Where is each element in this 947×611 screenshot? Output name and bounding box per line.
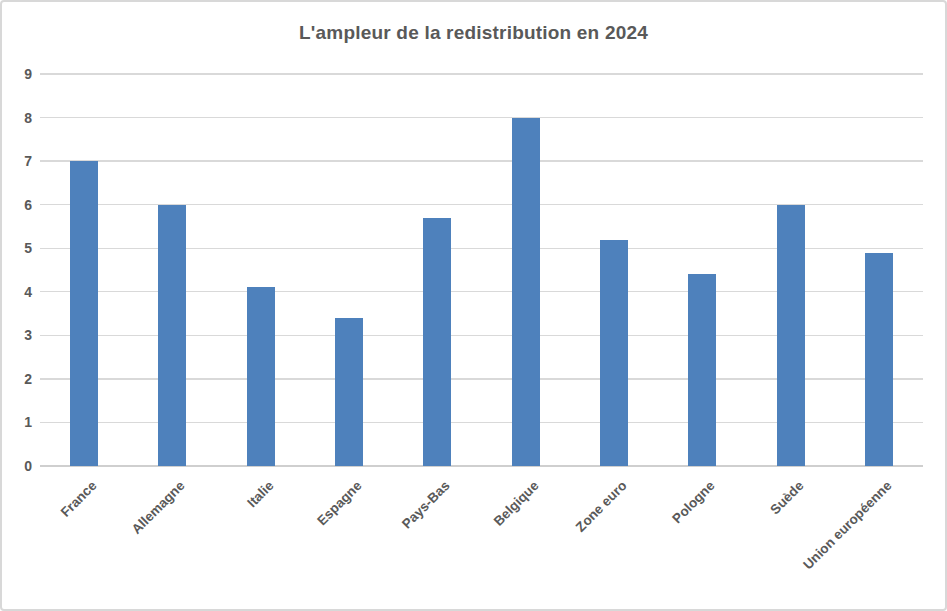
bar-zone-euro [600, 240, 628, 466]
x-axis-label: Belgique [490, 478, 541, 529]
y-axis-tick-label: 2 [6, 372, 32, 386]
bar-pologne [688, 274, 716, 466]
y-axis-tick-label: 1 [6, 415, 32, 429]
bar-su-de [777, 205, 805, 466]
y-axis-tick-label: 6 [6, 198, 32, 212]
y-axis-tick-label: 0 [6, 459, 32, 473]
x-axis-label: Espagne [314, 478, 364, 528]
gridline [40, 117, 923, 118]
y-axis-tick-label: 4 [6, 285, 32, 299]
x-axis-label: Suède [767, 478, 806, 517]
bar-allemagne [158, 205, 186, 466]
x-axis-label: Pologne [670, 478, 718, 526]
bar-pays-bas [423, 218, 451, 466]
y-axis-tick-label: 5 [6, 241, 32, 255]
bar-belgique [512, 118, 540, 466]
chart-container: L'ampleur de la redistribution en 2024 0… [0, 0, 947, 611]
x-axis-label: Allemagne [129, 478, 188, 537]
gridline [40, 160, 923, 161]
y-axis-tick-label: 9 [6, 67, 32, 81]
plot-area: 0 1 2 3 4 5 6 7 8 9 France Allemagne Italie Espagne Pa… [2, 2, 945, 609]
x-axis-label: Union européenne [800, 478, 894, 572]
gridline [40, 73, 923, 74]
x-axis-label: Italie [244, 478, 276, 510]
y-axis-tick-label: 8 [6, 111, 32, 125]
x-axis-label: Zone euro [573, 478, 630, 535]
x-axis-label: France [58, 478, 100, 520]
bar-france [70, 161, 98, 466]
y-axis-tick-label: 3 [6, 328, 32, 342]
bar-union-europ-enne [865, 253, 893, 466]
bar-espagne [335, 318, 363, 466]
x-axis-label: Pays-Bas [399, 478, 453, 532]
y-axis-tick-label: 7 [6, 154, 32, 168]
bar-italie [247, 287, 275, 466]
